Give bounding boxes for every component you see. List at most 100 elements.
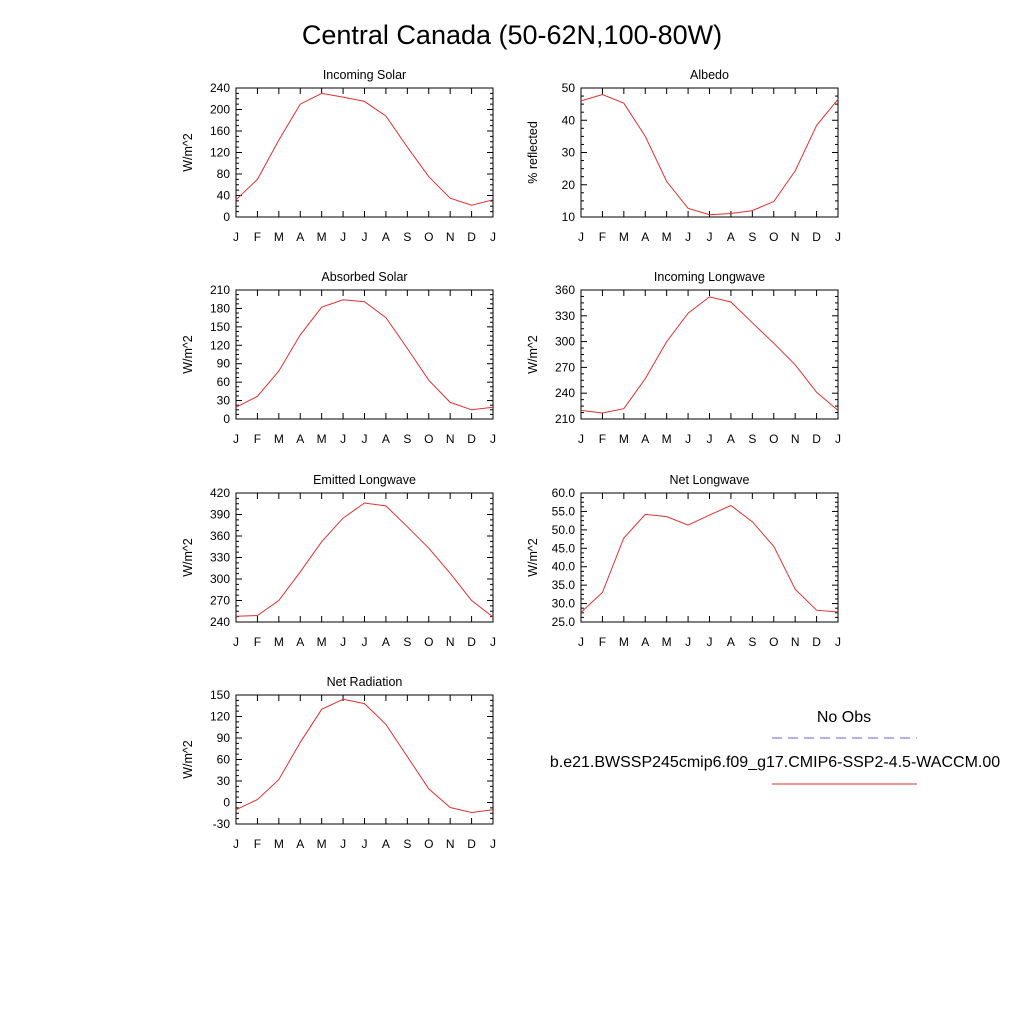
y-tick-label: 60.0 bbox=[552, 486, 576, 500]
x-tick-label: A bbox=[382, 432, 390, 446]
x-tick-label: N bbox=[791, 432, 800, 446]
x-tick-label: F bbox=[254, 635, 261, 649]
y-tick-label: 330 bbox=[555, 309, 575, 323]
y-tick-label: 60 bbox=[217, 375, 231, 389]
x-tick-label: M bbox=[274, 837, 284, 851]
x-tick-label: F bbox=[599, 635, 606, 649]
plot-frame bbox=[235, 289, 494, 420]
y-tick-label: 300 bbox=[210, 572, 230, 586]
x-tick-label: A bbox=[641, 230, 649, 244]
y-tick-label: 30 bbox=[217, 774, 231, 788]
x-tick-label: D bbox=[812, 230, 821, 244]
x-tick-label: M bbox=[662, 230, 672, 244]
y-tick-label: 210 bbox=[210, 283, 230, 297]
y-tick-label: 0 bbox=[223, 412, 230, 426]
y-tick-label: 180 bbox=[210, 301, 230, 315]
y-tick-label: 120 bbox=[210, 710, 230, 724]
x-tick-label: J bbox=[685, 635, 691, 649]
x-tick-label: J bbox=[578, 230, 584, 244]
x-tick-label: J bbox=[835, 432, 841, 446]
y-tick-label: 90 bbox=[217, 731, 231, 745]
x-tick-label: J bbox=[233, 230, 239, 244]
y-axis-label: % reflected bbox=[526, 121, 540, 184]
x-tick-label: A bbox=[296, 635, 304, 649]
x-tick-label: A bbox=[296, 432, 304, 446]
x-tick-label: J bbox=[340, 635, 346, 649]
x-tick-label: M bbox=[317, 432, 327, 446]
x-tick-label: S bbox=[403, 432, 411, 446]
x-tick-label: M bbox=[662, 432, 672, 446]
x-tick-label: J bbox=[362, 230, 368, 244]
y-tick-label: 360 bbox=[210, 529, 230, 543]
legend-model-label: b.e21.BWSSP245cmip6.f09_g17.CMIP6-SSP2-4… bbox=[550, 754, 1000, 771]
x-tick-label: J bbox=[490, 837, 496, 851]
panel-title: Absorbed Solar bbox=[321, 270, 407, 284]
panel-title: Emitted Longwave bbox=[313, 473, 416, 487]
x-tick-label: J bbox=[490, 432, 496, 446]
x-tick-label: J bbox=[233, 837, 239, 851]
plot-frame bbox=[235, 492, 494, 623]
series-line bbox=[235, 698, 494, 814]
y-axis-label: W/m^2 bbox=[526, 538, 540, 577]
x-tick-label: A bbox=[296, 837, 304, 851]
y-tick-label: 120 bbox=[210, 146, 230, 160]
panel-title: Incoming Longwave bbox=[654, 270, 765, 284]
x-tick-label: J bbox=[578, 635, 584, 649]
x-tick-label: J bbox=[835, 635, 841, 649]
x-tick-label: S bbox=[403, 230, 411, 244]
x-tick-label: O bbox=[424, 230, 433, 244]
series-line bbox=[580, 296, 839, 414]
x-tick-label: A bbox=[641, 432, 649, 446]
y-tick-label: 45.0 bbox=[552, 541, 576, 555]
x-tick-label: J bbox=[233, 635, 239, 649]
y-tick-label: 0 bbox=[223, 210, 230, 224]
x-tick-label: D bbox=[812, 635, 821, 649]
x-tick-label: J bbox=[707, 432, 713, 446]
x-tick-label: J bbox=[578, 432, 584, 446]
x-tick-label: A bbox=[641, 635, 649, 649]
panel-title: Net Longwave bbox=[670, 473, 750, 487]
x-tick-label: J bbox=[233, 432, 239, 446]
x-tick-label: N bbox=[791, 230, 800, 244]
page-title: Central Canada (50-62N,100-80W) bbox=[301, 20, 723, 50]
x-tick-label: N bbox=[446, 635, 455, 649]
x-tick-label: J bbox=[340, 230, 346, 244]
y-axis-label: W/m^2 bbox=[181, 133, 195, 172]
x-tick-label: A bbox=[727, 230, 735, 244]
x-tick-label: O bbox=[769, 432, 778, 446]
x-tick-label: J bbox=[362, 635, 368, 649]
y-tick-label: 40 bbox=[562, 113, 576, 127]
x-tick-label: M bbox=[619, 230, 629, 244]
x-tick-label: M bbox=[317, 837, 327, 851]
x-tick-label: M bbox=[662, 635, 672, 649]
y-tick-label: 25.0 bbox=[552, 615, 576, 629]
plot-frame bbox=[580, 492, 839, 623]
x-tick-label: D bbox=[467, 432, 476, 446]
x-tick-label: O bbox=[424, 635, 433, 649]
y-tick-label: 30 bbox=[217, 394, 231, 408]
panel-5: Net Longwave 25.0 30.0 35.0 40.0 45.0 50.0 55.0… bbox=[526, 473, 841, 649]
series-line bbox=[235, 299, 494, 411]
y-tick-label: 40 bbox=[217, 189, 231, 203]
x-tick-label: N bbox=[791, 635, 800, 649]
x-tick-label: J bbox=[362, 432, 368, 446]
x-tick-label: J bbox=[835, 230, 841, 244]
y-tick-label: 240 bbox=[555, 386, 575, 400]
y-tick-label: 20 bbox=[562, 178, 576, 192]
x-tick-label: D bbox=[467, 635, 476, 649]
series-line bbox=[580, 93, 839, 216]
x-tick-label: A bbox=[296, 230, 304, 244]
x-tick-label: M bbox=[619, 635, 629, 649]
x-tick-label: A bbox=[382, 230, 390, 244]
plot-frame bbox=[580, 289, 839, 420]
x-tick-label: J bbox=[685, 432, 691, 446]
x-tick-label: J bbox=[340, 837, 346, 851]
x-tick-label: M bbox=[274, 432, 284, 446]
x-tick-label: M bbox=[274, 230, 284, 244]
x-tick-label: M bbox=[619, 432, 629, 446]
